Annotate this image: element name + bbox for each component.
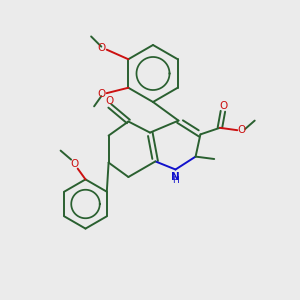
Text: O: O [98,44,106,53]
Text: O: O [219,101,228,111]
Text: N: N [171,172,180,182]
Text: H: H [172,176,179,185]
Text: O: O [70,159,79,169]
Text: O: O [237,125,246,135]
Text: O: O [105,96,113,106]
Text: O: O [98,89,106,99]
